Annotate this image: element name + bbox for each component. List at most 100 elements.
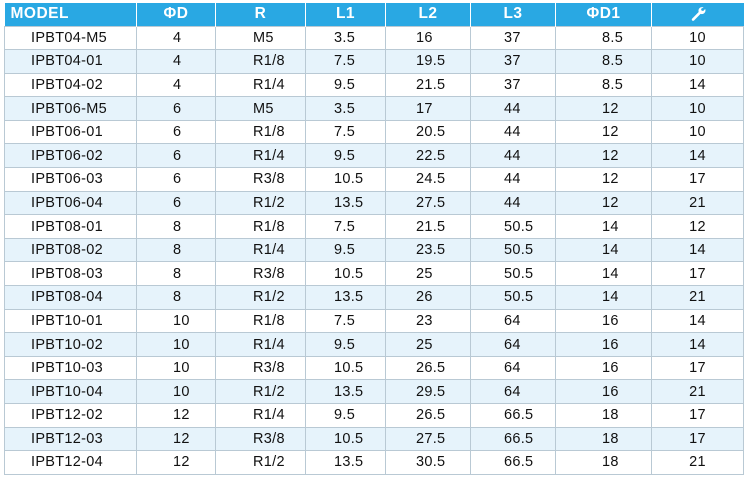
cell-thread: R1/2	[215, 190, 306, 216]
table-row: IPBT06-01 6 R1/8 7.5 20.5 44 12 10	[4, 119, 744, 145]
cell-diameter-d1: 16	[555, 355, 652, 381]
cell-thread: R1/2	[215, 450, 306, 475]
cell-thread: R1/4	[215, 332, 306, 357]
cell-diameter: 8	[136, 214, 216, 239]
cell-diameter: 10	[136, 379, 216, 404]
cell-wrench-size: 12	[651, 214, 744, 239]
cell-l2: 25	[385, 261, 471, 287]
cell-model: IPBT04-01	[4, 49, 137, 74]
cell-l1: 10.5	[305, 261, 386, 287]
table-row: IPBT06-03 6 R3/8 10.5 24.5 44 12 17	[4, 167, 744, 192]
cell-thread: R1/4	[215, 403, 306, 428]
cell-diameter: 10	[136, 355, 216, 381]
header-wrench-size	[651, 3, 744, 26]
cell-model: IPBT10-01	[4, 308, 137, 334]
cell-l2: 26	[385, 285, 471, 310]
header-thread: R	[215, 3, 306, 26]
cell-l3: 37	[470, 49, 556, 74]
cell-thread: R3/8	[215, 167, 306, 192]
cell-l3: 44	[470, 143, 556, 169]
cell-l2: 21.5	[385, 214, 471, 239]
table-row: IPBT10-01 10 R1/8 7.5 23 64 16 14	[4, 308, 744, 334]
cell-wrench-size: 21	[651, 450, 744, 475]
cell-diameter: 8	[136, 285, 216, 310]
cell-l3: 44	[470, 190, 556, 216]
cell-diameter: 4	[136, 25, 216, 51]
table-row: IPBT08-03 8 R3/8 10.5 25 50.5 14 17	[4, 261, 744, 287]
header-diameter: ΦD	[136, 3, 216, 26]
cell-wrench-size: 10	[651, 119, 744, 145]
cell-l1: 13.5	[305, 285, 386, 310]
cell-l3: 50.5	[470, 261, 556, 287]
cell-l2: 29.5	[385, 379, 471, 404]
cell-l3: 50.5	[470, 237, 556, 263]
cell-model: IPBT10-03	[4, 355, 137, 381]
cell-thread: R1/2	[215, 285, 306, 310]
cell-diameter-d1: 8.5	[555, 25, 652, 51]
cell-wrench-size: 21	[651, 379, 744, 404]
cell-wrench-size: 17	[651, 261, 744, 287]
header-row: MODEL ΦD R L1 L2 L3 ΦD1	[4, 3, 744, 26]
cell-model: IPBT06-03	[4, 167, 137, 192]
cell-l1: 13.5	[305, 190, 386, 216]
table-row: IPBT06-04 6 R1/2 13.5 27.5 44 12 21	[4, 190, 744, 216]
header-l1: L1	[305, 3, 386, 26]
cell-l2: 30.5	[385, 450, 471, 475]
cell-l2: 27.5	[385, 190, 471, 216]
cell-l3: 44	[470, 167, 556, 192]
cell-diameter-d1: 12	[555, 167, 652, 192]
cell-l3: 50.5	[470, 214, 556, 239]
cell-l2: 26.5	[385, 403, 471, 428]
cell-diameter-d1: 14	[555, 214, 652, 239]
cell-l3: 64	[470, 379, 556, 404]
header-l3: L3	[470, 3, 556, 26]
cell-diameter-d1: 18	[555, 450, 652, 475]
cell-l3: 64	[470, 308, 556, 334]
cell-diameter-d1: 8.5	[555, 49, 652, 74]
cell-l3: 50.5	[470, 285, 556, 310]
cell-l3: 37	[470, 25, 556, 51]
cell-l1: 7.5	[305, 119, 386, 145]
cell-thread: R3/8	[215, 426, 306, 452]
cell-diameter: 6	[136, 190, 216, 216]
cell-thread: R3/8	[215, 355, 306, 381]
cell-model: IPBT06-02	[4, 143, 137, 169]
cell-model: IPBT12-04	[4, 450, 137, 475]
cell-wrench-size: 10	[651, 25, 744, 51]
table-row: IPBT12-03 12 R3/8 10.5 27.5 66.5 18 17	[4, 426, 744, 452]
cell-model: IPBT12-03	[4, 426, 137, 452]
cell-l1: 9.5	[305, 403, 386, 428]
cell-diameter-d1: 12	[555, 190, 652, 216]
cell-thread: R1/4	[215, 237, 306, 263]
cell-diameter: 12	[136, 426, 216, 452]
cell-diameter-d1: 14	[555, 237, 652, 263]
cell-l1: 7.5	[305, 308, 386, 334]
cell-l3: 64	[470, 355, 556, 381]
cell-model: IPBT08-03	[4, 261, 137, 287]
cell-diameter: 12	[136, 450, 216, 475]
cell-diameter-d1: 14	[555, 261, 652, 287]
cell-model: IPBT12-02	[4, 403, 137, 428]
cell-wrench-size: 14	[651, 332, 744, 357]
cell-diameter-d1: 16	[555, 379, 652, 404]
cell-l2: 26.5	[385, 355, 471, 381]
cell-model: IPBT04-M5	[4, 25, 137, 51]
cell-diameter: 10	[136, 308, 216, 334]
cell-wrench-size: 14	[651, 308, 744, 334]
cell-diameter: 6	[136, 96, 216, 121]
cell-l1: 3.5	[305, 96, 386, 121]
table-row: IPBT06-M5 6 M5 3.5 17 44 12 10	[4, 96, 744, 121]
table-row: IPBT08-01 8 R1/8 7.5 21.5 50.5 14 12	[4, 214, 744, 239]
cell-model: IPBT06-04	[4, 190, 137, 216]
cell-model: IPBT10-02	[4, 332, 137, 357]
table-row: IPBT12-04 12 R1/2 13.5 30.5 66.5 18 21	[4, 450, 744, 475]
table-row: IPBT08-02 8 R1/4 9.5 23.5 50.5 14 14	[4, 237, 744, 263]
table-row: IPBT08-04 8 R1/2 13.5 26 50.5 14 21	[4, 285, 744, 310]
cell-model: IPBT10-04	[4, 379, 137, 404]
table-row: IPBT12-02 12 R1/4 9.5 26.5 66.5 18 17	[4, 403, 744, 428]
cell-l1: 7.5	[305, 214, 386, 239]
cell-diameter-d1: 14	[555, 285, 652, 310]
cell-l2: 24.5	[385, 167, 471, 192]
header-model: MODEL	[10, 5, 69, 23]
cell-diameter-d1: 16	[555, 332, 652, 357]
